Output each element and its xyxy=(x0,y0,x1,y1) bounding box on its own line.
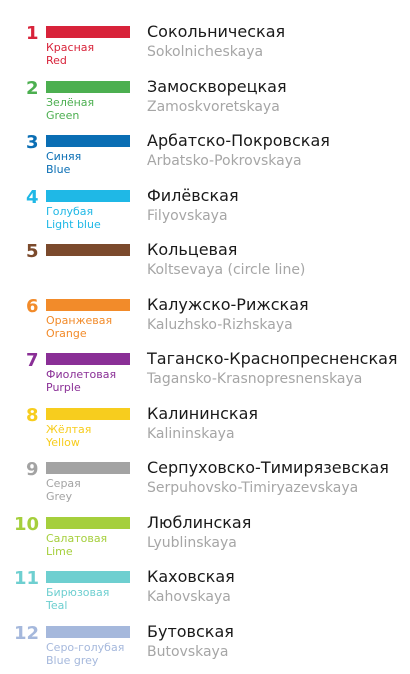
line-number: 2 xyxy=(26,78,39,99)
color-name-en: Yellow xyxy=(46,436,80,449)
line-color-swatch xyxy=(46,353,130,365)
metro-line-row-8: 8 Жёлтая Yellow Калининская Kalininskaya xyxy=(0,404,410,456)
line-color-swatch xyxy=(46,517,130,529)
line-name-latin: Tagansko-Krasnopresnenskaya xyxy=(147,371,363,387)
line-name-latin: Kalininskaya xyxy=(147,426,235,442)
line-name-ru: Таганско-Краснопресненская xyxy=(147,349,398,368)
color-name-ru: Фиолетовая xyxy=(46,368,117,381)
line-number: 10 xyxy=(14,514,40,535)
metro-line-row-9: 9 Серая Grey Серпуховско-Тимирязевская Serpu… xyxy=(0,458,410,510)
line-name-latin: Zamoskvoretskaya xyxy=(147,99,280,115)
line-name-ru: Калининская xyxy=(147,404,258,423)
line-number: 11 xyxy=(14,568,40,589)
line-number: 7 xyxy=(26,350,39,371)
color-name-ru: Оранжевая xyxy=(46,314,113,327)
line-name-ru: Бутовская xyxy=(147,622,234,641)
color-name-ru: Бирюзовая xyxy=(46,586,110,599)
line-name-latin: Serpuhovsko-Timiryazevskaya xyxy=(147,480,359,496)
line-name-latin: Kahovskaya xyxy=(147,589,231,605)
line-name-latin: Sokolnicheskaya xyxy=(147,44,264,60)
line-color-swatch xyxy=(46,462,130,474)
line-color-swatch xyxy=(46,299,130,311)
line-name-ru: Калужско-Рижская xyxy=(147,295,309,314)
line-name-ru: Кольцевая xyxy=(147,240,238,259)
color-name-ru: Синяя xyxy=(46,150,82,163)
metro-line-row-2: 2 Зелёная Green Замоскворецкая Zamoskvoretsk… xyxy=(0,77,410,129)
line-name-ru: Каховская xyxy=(147,567,235,586)
metro-line-row-4: 4 Голубая Light blue Филёвская Filyovskaya xyxy=(0,186,410,238)
line-name-ru: Люблинская xyxy=(147,513,252,532)
metro-line-row-5: 5 Кольцевая Koltsevaya (circle line) xyxy=(0,240,410,292)
line-number: 3 xyxy=(26,132,39,153)
line-number: 9 xyxy=(26,459,39,480)
line-color-swatch xyxy=(46,26,130,38)
line-name-latin: Filyovskaya xyxy=(147,208,228,224)
line-number: 5 xyxy=(26,241,39,262)
line-color-swatch xyxy=(46,135,130,147)
line-name-latin: Koltsevaya (circle line) xyxy=(147,262,306,278)
metro-line-row-1: 1 Красная Red Сокольническая Sokolnicheskaya xyxy=(0,22,410,74)
color-name-ru: Серая xyxy=(46,477,81,490)
color-name-en: Blue grey xyxy=(46,654,99,667)
color-name-en: Red xyxy=(46,54,67,67)
color-name-en: Light blue xyxy=(46,218,101,231)
line-name-latin: Kaluzhsko-Rizhskaya xyxy=(147,317,293,333)
metro-line-row-6: 6 Оранжевая Orange Калужско-Рижская Kaluzhsk… xyxy=(0,295,410,347)
line-name-latin: Lyublinskaya xyxy=(147,535,237,551)
color-name-en: Teal xyxy=(46,599,68,612)
color-name-ru: Красная xyxy=(46,41,95,54)
line-name-ru: Филёвская xyxy=(147,186,239,205)
line-name-latin: Arbatsko-Pokrovskaya xyxy=(147,153,302,169)
metro-line-row-11: 11 Бирюзовая Teal Каховская Kahovskaya xyxy=(0,567,410,619)
line-color-swatch xyxy=(46,571,130,583)
color-name-en: Purple xyxy=(46,381,81,394)
color-name-ru: Голубая xyxy=(46,205,94,218)
line-color-swatch xyxy=(46,190,130,202)
color-name-ru: Салатовая xyxy=(46,532,108,545)
line-name-ru: Сокольническая xyxy=(147,22,286,41)
metro-line-row-7: 7 Фиолетовая Purple Таганско-Краснопресненс… xyxy=(0,349,410,401)
color-name-en: Grey xyxy=(46,490,73,503)
line-name-ru: Серпуховско-Тимирязевская xyxy=(147,458,389,477)
line-color-swatch xyxy=(46,626,130,638)
color-name-ru: Зелёная xyxy=(46,96,95,109)
color-name-en: Lime xyxy=(46,545,73,558)
line-name-latin: Butovskaya xyxy=(147,644,229,660)
color-name-ru: Серо-голубая xyxy=(46,641,125,654)
metro-line-row-12: 12 Серо-голубая Blue grey Бутовская Butovska… xyxy=(0,622,410,674)
line-color-swatch xyxy=(46,244,130,256)
line-number: 12 xyxy=(14,623,40,644)
line-color-swatch xyxy=(46,81,130,93)
line-number: 6 xyxy=(26,296,39,317)
color-name-en: Green xyxy=(46,109,80,122)
line-color-swatch xyxy=(46,408,130,420)
line-number: 8 xyxy=(26,405,39,426)
metro-line-row-3: 3 Синяя Blue Арбатско-Покровская Arbatsko-Po… xyxy=(0,131,410,183)
color-name-en: Blue xyxy=(46,163,71,176)
line-number: 4 xyxy=(26,187,39,208)
line-name-ru: Замоскворецкая xyxy=(147,77,287,96)
color-name-ru: Жёлтая xyxy=(46,423,92,436)
line-name-ru: Арбатско-Покровская xyxy=(147,131,330,150)
color-name-en: Orange xyxy=(46,327,87,340)
metro-line-row-10: 10 Салатовая Lime Люблинская Lyublinskaya xyxy=(0,513,410,565)
line-number: 1 xyxy=(26,23,39,44)
